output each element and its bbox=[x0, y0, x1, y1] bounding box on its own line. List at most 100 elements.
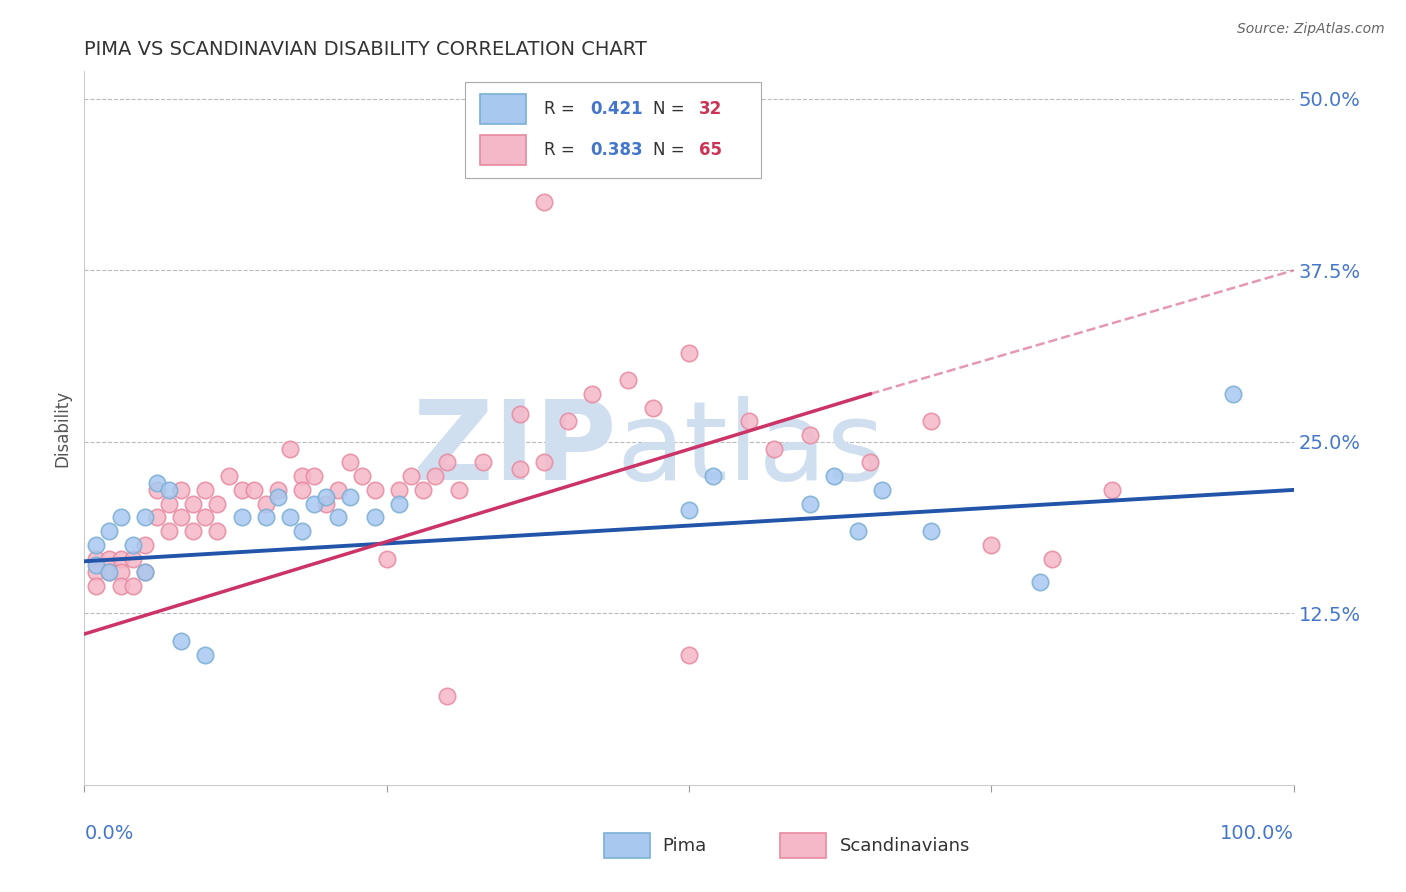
Point bbox=[110, 579, 132, 593]
Point bbox=[533, 194, 555, 209]
Text: Pima: Pima bbox=[662, 837, 707, 855]
Point bbox=[157, 524, 180, 538]
Point bbox=[412, 483, 434, 497]
Point bbox=[423, 469, 446, 483]
Point bbox=[181, 524, 204, 538]
Point bbox=[328, 483, 350, 497]
Point bbox=[363, 510, 385, 524]
Point bbox=[194, 510, 217, 524]
Point bbox=[641, 401, 664, 415]
Point bbox=[328, 510, 350, 524]
Point bbox=[846, 524, 869, 538]
Point bbox=[702, 469, 724, 483]
Point bbox=[121, 538, 143, 552]
Text: 32: 32 bbox=[699, 100, 721, 118]
Point bbox=[146, 476, 169, 491]
Point bbox=[472, 455, 495, 469]
Point bbox=[134, 538, 156, 552]
Text: Source: ZipAtlas.com: Source: ZipAtlas.com bbox=[1237, 22, 1385, 37]
Point bbox=[207, 497, 229, 511]
Point bbox=[207, 524, 229, 538]
Point bbox=[121, 551, 143, 566]
Text: N =: N = bbox=[652, 100, 689, 118]
Point bbox=[278, 442, 301, 456]
Point bbox=[254, 510, 277, 524]
Point bbox=[170, 483, 193, 497]
Point bbox=[388, 483, 411, 497]
FancyBboxPatch shape bbox=[479, 135, 526, 165]
Point bbox=[218, 469, 240, 483]
Point bbox=[86, 558, 108, 573]
Point bbox=[242, 483, 264, 497]
Point bbox=[872, 483, 894, 497]
Point bbox=[799, 497, 821, 511]
Point bbox=[97, 566, 120, 580]
Point bbox=[436, 689, 458, 703]
Point bbox=[97, 524, 120, 538]
Point bbox=[557, 414, 579, 428]
Point bbox=[436, 455, 458, 469]
Point bbox=[146, 483, 169, 497]
Point bbox=[920, 524, 942, 538]
Text: 0.421: 0.421 bbox=[589, 100, 643, 118]
Point bbox=[86, 551, 108, 566]
Point bbox=[291, 524, 314, 538]
Point bbox=[678, 345, 700, 359]
Point bbox=[146, 510, 169, 524]
Point bbox=[86, 566, 108, 580]
Point bbox=[291, 483, 314, 497]
Text: R =: R = bbox=[544, 141, 579, 159]
Point bbox=[170, 510, 193, 524]
Point bbox=[762, 442, 785, 456]
Point bbox=[110, 566, 132, 580]
Point bbox=[231, 510, 253, 524]
Point bbox=[97, 566, 120, 580]
Point bbox=[302, 469, 325, 483]
Point bbox=[121, 579, 143, 593]
Point bbox=[678, 503, 700, 517]
Text: 0.383: 0.383 bbox=[589, 141, 643, 159]
Point bbox=[231, 483, 253, 497]
Point bbox=[339, 455, 361, 469]
FancyBboxPatch shape bbox=[479, 95, 526, 124]
Point bbox=[339, 490, 361, 504]
Point bbox=[980, 538, 1002, 552]
Text: ZIP: ZIP bbox=[413, 396, 616, 503]
Point bbox=[302, 497, 325, 511]
Text: N =: N = bbox=[652, 141, 689, 159]
Point bbox=[859, 455, 882, 469]
Point bbox=[181, 497, 204, 511]
FancyBboxPatch shape bbox=[780, 833, 825, 858]
Text: atlas: atlas bbox=[616, 396, 884, 503]
Point bbox=[267, 483, 290, 497]
Point bbox=[278, 510, 301, 524]
Point bbox=[823, 469, 845, 483]
Text: PIMA VS SCANDINAVIAN DISABILITY CORRELATION CHART: PIMA VS SCANDINAVIAN DISABILITY CORRELAT… bbox=[84, 39, 647, 59]
Point bbox=[509, 408, 531, 422]
Point bbox=[134, 510, 156, 524]
Point bbox=[533, 455, 555, 469]
Point bbox=[1040, 551, 1063, 566]
Point bbox=[254, 497, 277, 511]
Point bbox=[399, 469, 422, 483]
Point bbox=[157, 483, 180, 497]
Point bbox=[110, 510, 132, 524]
Point bbox=[291, 469, 314, 483]
Point bbox=[449, 483, 471, 497]
Point bbox=[157, 497, 180, 511]
Point bbox=[678, 648, 700, 662]
Point bbox=[1028, 574, 1050, 589]
Point bbox=[86, 538, 108, 552]
Point bbox=[315, 490, 337, 504]
Point bbox=[920, 414, 942, 428]
Point bbox=[375, 551, 398, 566]
Text: 65: 65 bbox=[699, 141, 721, 159]
Point bbox=[352, 469, 374, 483]
Text: 0.0%: 0.0% bbox=[84, 824, 134, 843]
Point bbox=[509, 462, 531, 476]
Point bbox=[97, 551, 120, 566]
Point bbox=[363, 483, 385, 497]
FancyBboxPatch shape bbox=[605, 833, 650, 858]
Point bbox=[581, 387, 603, 401]
Point bbox=[170, 633, 193, 648]
